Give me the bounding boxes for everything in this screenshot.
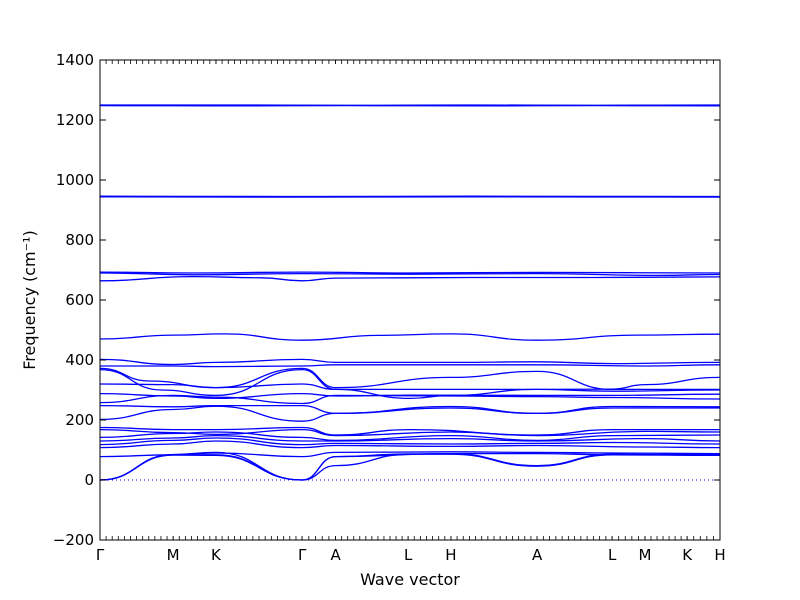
y-tick-label: 1400 [56,51,94,69]
band-lines [99,104,721,481]
x-tick-label: A [330,546,341,564]
band-line-21 [99,434,721,442]
x-tick-label: L [404,546,413,564]
y-tick-label: 1000 [56,171,94,189]
x-tick-label: Γ [298,546,307,564]
y-tick-label: 0 [84,471,94,489]
x-tick-label: A [532,546,543,564]
x-tick-label: M [167,546,180,564]
band-line-15 [99,394,721,405]
x-tick-label: Γ [96,546,105,564]
x-tick-label: M [639,546,652,564]
y-tick-label: 400 [65,351,94,369]
band-line-7 [99,275,721,282]
x-tick-label: H [445,546,456,564]
y-tick-label: −200 [53,531,94,549]
x-tick-label: K [211,546,222,564]
band-line-23 [99,440,721,449]
y-axis: −200 0 200 400 600 800 1000 1200 1400 [53,51,720,549]
y-tick-label: 800 [65,231,94,249]
band-line-27 [99,453,721,481]
band-line-12 [99,368,721,400]
y-axis-title: Frequency (cm⁻¹) [20,230,39,369]
x-tick-label: K [682,546,693,564]
y-tick-label: 200 [65,411,94,429]
x-tick-label: L [608,546,617,564]
x-axis-title: Wave vector [360,570,460,589]
band-line-17 [99,405,720,422]
y-tick-label: 600 [65,291,94,309]
band-line-5 [99,271,721,274]
band-line-20 [99,431,721,442]
band-line-8 [99,333,721,341]
y-tick-label: 1200 [56,111,94,129]
band-line-9 [99,358,721,366]
band-line-10 [100,364,721,368]
x-tick-label: H [714,546,725,564]
band-line-18 [99,426,720,436]
band-line-22 [99,437,721,446]
band-line-13 [99,383,721,392]
band-line-6 [99,272,721,277]
